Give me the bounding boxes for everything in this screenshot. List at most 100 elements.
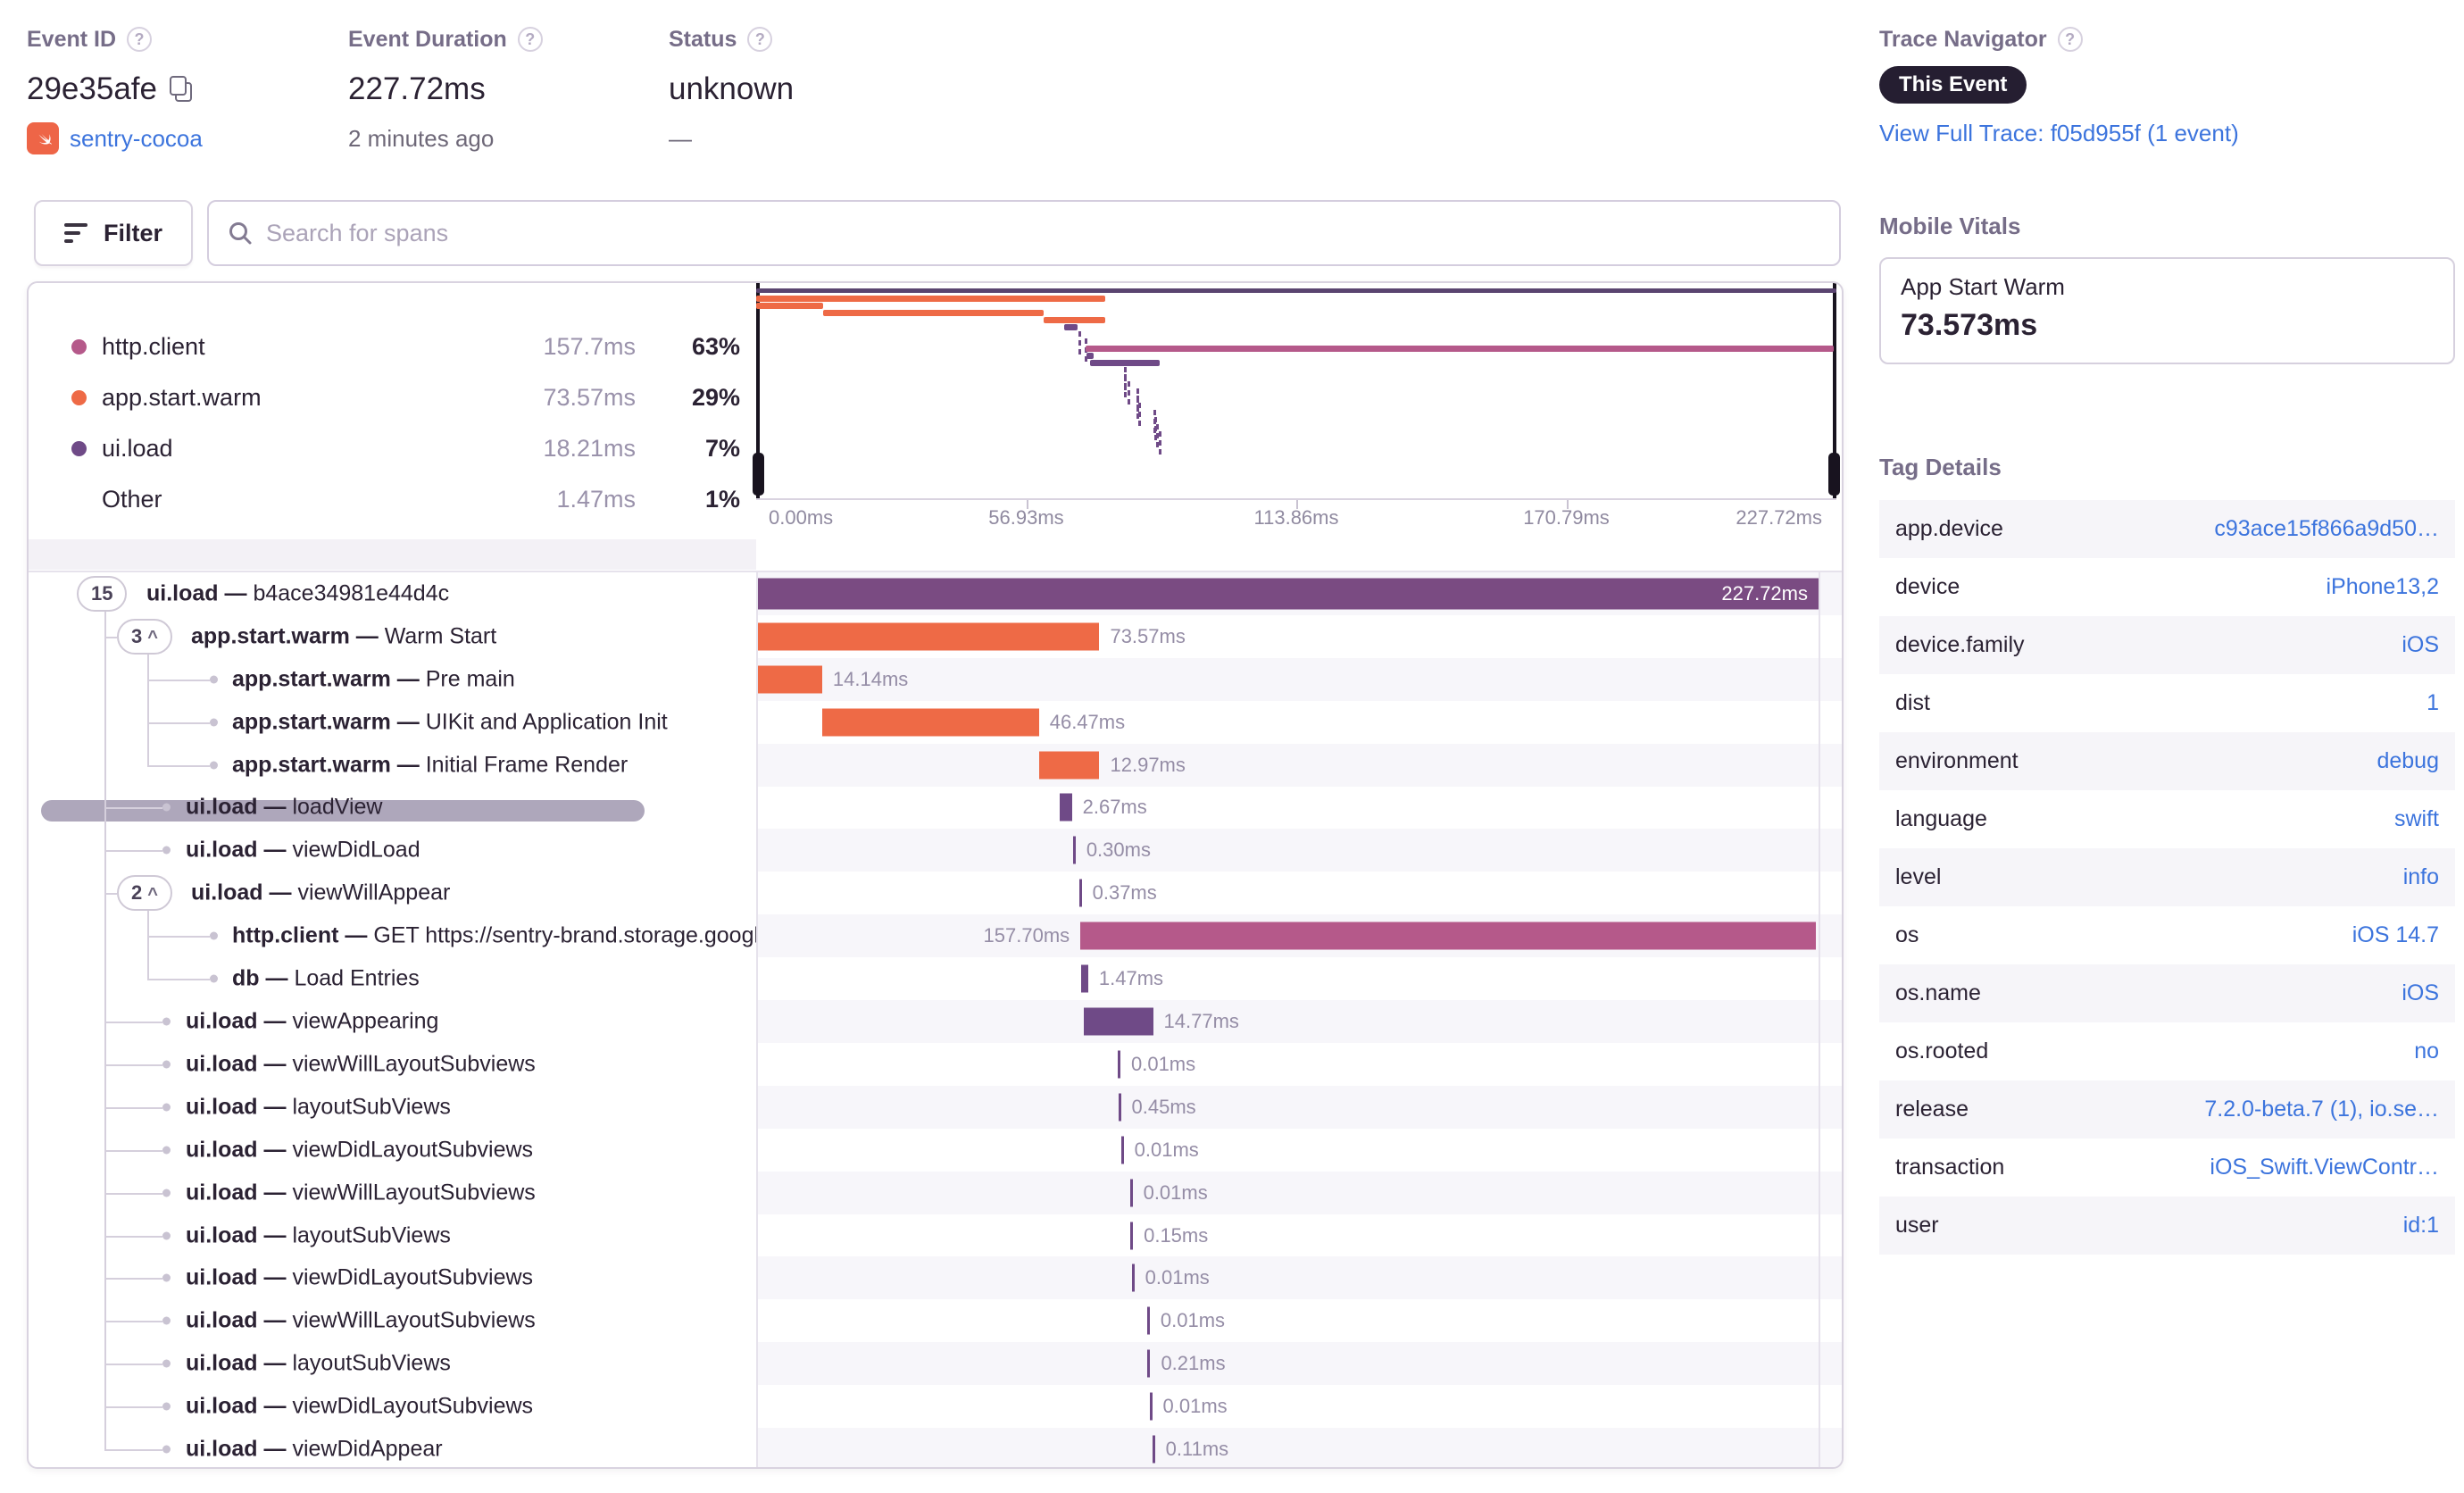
tag-value-link[interactable]: 7.2.0-beta.7 (1), io.se… (2204, 1097, 2439, 1122)
span-bar[interactable] (1059, 793, 1072, 822)
span-row-ui.load[interactable]: ui.load — viewWillLayoutSubviews 0.01ms (29, 1043, 1842, 1086)
tag-value-link[interactable]: iOS (2402, 980, 2439, 1005)
span-label: app.start.warm — Warm Start (191, 623, 497, 649)
legend-dot (71, 338, 87, 354)
horizontal-scrollbar-thumb[interactable] (41, 800, 645, 822)
minimap-left-edge[interactable] (756, 283, 760, 498)
span-bar[interactable] (1118, 1093, 1121, 1122)
trace-minimap[interactable] (753, 283, 1840, 498)
tag-row-transaction: transaction iOS_Swift.ViewContr… (1879, 1139, 2455, 1197)
span-bar[interactable] (1117, 1050, 1120, 1079)
span-duration-label: 0.30ms (1086, 838, 1151, 862)
legend-item-http.client[interactable]: http.client 157.7ms 63% (29, 326, 756, 367)
tree-connector (104, 1149, 162, 1152)
span-row-app.start.warm[interactable]: app.start.warm — UIKit and Application I… (29, 701, 1842, 744)
span-search[interactable] (207, 200, 1841, 266)
span-row-ui.load[interactable]: ui.load — viewDidLayoutSubviews 0.01ms (29, 1129, 1842, 1172)
span-bar[interactable] (1072, 836, 1076, 864)
span-bar[interactable] (1146, 1306, 1150, 1335)
axis-label: 227.72ms (1736, 506, 1822, 529)
app-start-warm-card[interactable]: App Start Warm 73.573ms (1879, 257, 2455, 364)
span-row-app.start.warm[interactable]: app.start.warm — Initial Frame Render 12.… (29, 743, 1842, 787)
span-bar[interactable] (1120, 1136, 1124, 1164)
span-bar[interactable] (1147, 1349, 1151, 1378)
span-label: http.client — GET https://sentry-brand.s… (232, 922, 756, 948)
span-count-pill[interactable]: 15 (77, 575, 128, 612)
tag-value-link[interactable]: no (2414, 1038, 2439, 1063)
span-bar[interactable] (756, 622, 1100, 651)
horizontal-scrollbar-track[interactable] (29, 539, 756, 822)
minimap-right-handle[interactable] (1828, 453, 1840, 496)
tag-key: device (1895, 574, 1960, 599)
span-bar[interactable] (1084, 1007, 1153, 1036)
span-bar-cell: 0.01ms (756, 1299, 1842, 1342)
tree-connector (147, 679, 210, 681)
panel-divider (29, 571, 1842, 572)
help-icon[interactable]: ? (127, 27, 153, 52)
span-row-app.start.warm[interactable]: app.start.warm — Pre main 14.14ms (29, 657, 1842, 701)
span-bar[interactable] (821, 708, 1039, 737)
event-id-label-text: Event ID (27, 26, 117, 52)
tag-value-link[interactable]: iOS (2402, 632, 2439, 657)
span-row-db[interactable]: db — Load Entries 1.47ms (29, 957, 1842, 1000)
span-bar[interactable] (1078, 879, 1082, 907)
span-row-ui.load[interactable]: ui.load — viewDidLayoutSubviews 0.01ms (29, 1256, 1842, 1300)
filter-button[interactable]: Filter (34, 200, 193, 266)
span-row-ui.load[interactable]: ui.load — viewWillLayoutSubviews 0.01ms (29, 1299, 1842, 1342)
span-row-http.client[interactable]: http.client — GET https://sentry-brand.s… (29, 914, 1842, 958)
help-icon[interactable]: ? (2057, 27, 2083, 52)
span-bar[interactable] (1152, 1435, 1155, 1464)
view-full-trace-link[interactable]: View Full Trace: f05d955f (1 event) (1879, 120, 2239, 146)
help-icon[interactable]: ? (747, 27, 773, 52)
tag-value-link[interactable]: iOS 14.7 (2352, 922, 2439, 947)
span-row-ui.load[interactable]: ui.load — viewWillLayoutSubviews 0.01ms (29, 1171, 1842, 1214)
project-link[interactable]: sentry-cocoa (70, 124, 203, 152)
span-count-pill[interactable]: 2 ^ (117, 875, 172, 912)
span-tree-cell: http.client — GET https://sentry-brand.s… (29, 914, 756, 957)
tag-value-link[interactable]: swift (2394, 806, 2439, 831)
time-axis: 0.00ms 56.93ms 113.86ms 170.79ms 227.72ms (756, 498, 1836, 530)
span-count-pill[interactable]: 3 ^ (117, 618, 172, 655)
span-row-ui.load[interactable]: ui.load — layoutSubViews 0.21ms (29, 1342, 1842, 1386)
span-bar[interactable] (1149, 1392, 1153, 1421)
span-row-ui.load[interactable]: ui.load — viewAppearing 14.77ms (29, 1000, 1842, 1043)
minimap-span (1155, 424, 1159, 447)
span-row-ui.load[interactable]: ui.load — viewDidLoad 0.30ms (29, 829, 1842, 872)
span-duration-label: 0.01ms (1130, 1052, 1196, 1075)
tag-value-link[interactable]: iPhone13,2 (2326, 574, 2439, 599)
span-bar[interactable] (1130, 1222, 1134, 1249)
minimap-left-handle[interactable] (753, 453, 764, 496)
search-input[interactable] (266, 219, 1821, 247)
this-event-badge[interactable]: This Event (1879, 66, 2027, 104)
span-bar[interactable] (756, 665, 822, 694)
span-bar[interactable] (1038, 751, 1100, 780)
tag-value-link[interactable]: debug (2377, 748, 2439, 773)
span-row-ui.load[interactable]: 2 ^ ui.load — viewWillAppear 0.37ms (29, 872, 1842, 914)
tag-value-link[interactable]: id:1 (2402, 1213, 2439, 1238)
span-row-ui.load[interactable]: ui.load — viewDidAppear 0.11ms (29, 1428, 1842, 1467)
legend-item-ui.load[interactable]: ui.load 18.21ms 7% (29, 428, 756, 469)
legend-item-app.start.warm[interactable]: app.start.warm 73.57ms 29% (29, 377, 756, 418)
span-row-ui.load[interactable]: ui.load — layoutSubViews 0.15ms (29, 1214, 1842, 1257)
span-row-ui.load[interactable]: ui.load — viewDidLayoutSubviews 0.01ms (29, 1385, 1842, 1428)
span-bar[interactable] (1131, 1264, 1135, 1292)
span-row-app.start.warm[interactable]: 3 ^ app.start.warm — Warm Start 73.57ms (29, 615, 1842, 658)
span-row-ui.load[interactable]: ui.load — layoutSubViews 0.45ms (29, 1085, 1842, 1129)
help-icon[interactable]: ? (517, 27, 543, 52)
span-duration-label: 0.01ms (1160, 1309, 1226, 1332)
span-bar[interactable] (1081, 964, 1088, 993)
span-row-ui.load[interactable]: 15 ui.load — b4ace34981e44d4c 227.72ms (29, 572, 1842, 615)
tag-key: dist (1895, 690, 1930, 715)
copy-icon[interactable] (169, 76, 193, 103)
span-bar[interactable] (1080, 922, 1817, 950)
tag-value-link[interactable]: info (2402, 864, 2439, 889)
tag-value-link[interactable]: c93ace15f866a9d50… (2214, 516, 2439, 541)
tag-value-link[interactable]: iOS_Swift.ViewContr… (2210, 1155, 2439, 1180)
span-bar[interactable] (1129, 1179, 1133, 1207)
span-row-ui.load[interactable]: ui.load — loadView 2.67ms (29, 787, 1842, 830)
minimap-right-edge[interactable] (1833, 283, 1836, 498)
minimap-span (1153, 417, 1157, 440)
legend-item-Other[interactable]: Other 1.47ms 1% (29, 479, 756, 520)
tag-value-link[interactable]: 1 (2427, 690, 2439, 715)
span-bar[interactable] (756, 578, 1819, 610)
